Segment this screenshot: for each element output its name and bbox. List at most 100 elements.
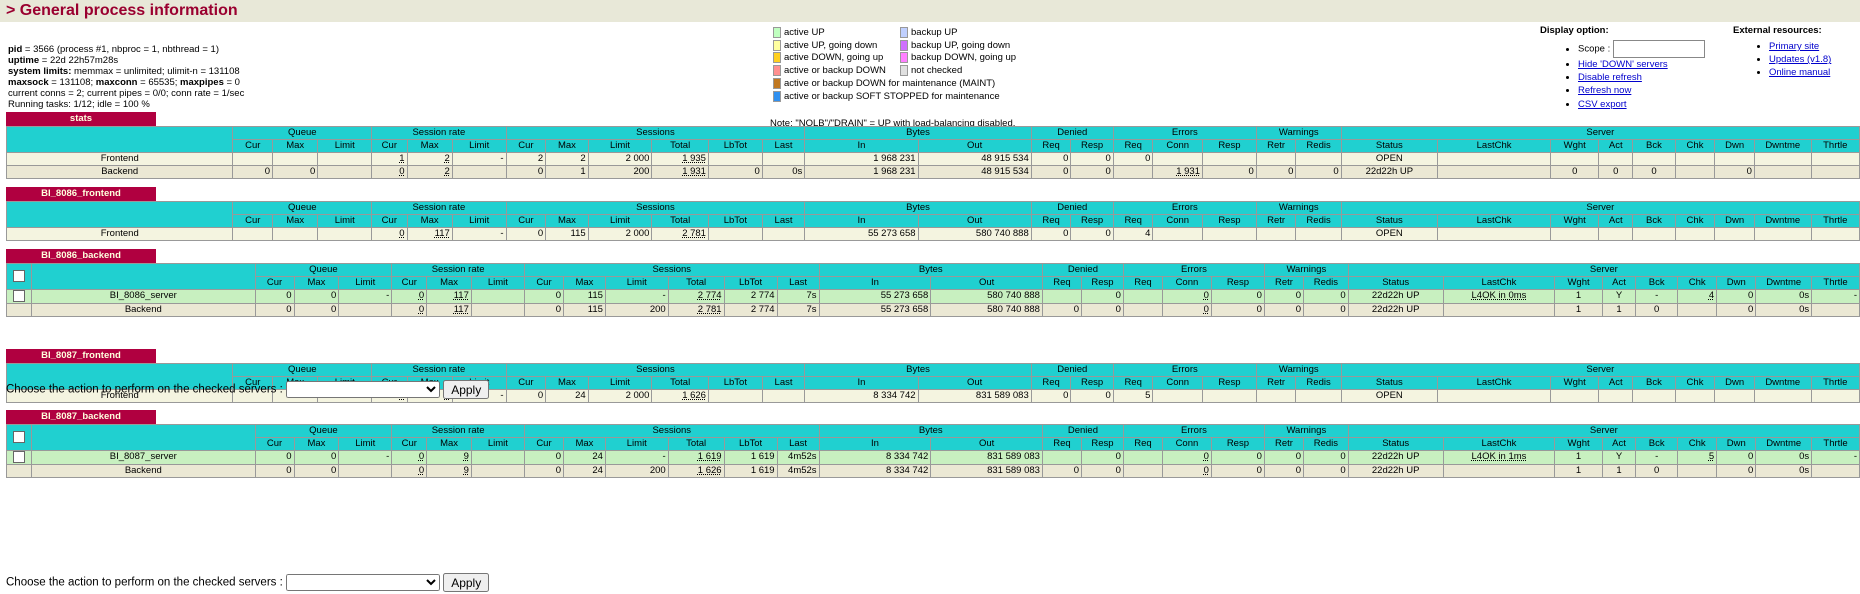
- table-cell: 1 619: [667, 450, 725, 465]
- column-header: Max: [293, 437, 340, 451]
- cell-value[interactable]: 2 774: [697, 290, 722, 302]
- cell-value[interactable]: L4OK in 0ms: [1471, 290, 1527, 302]
- table-cell: [1295, 389, 1342, 403]
- column-header: Status: [1347, 437, 1444, 451]
- server-checkbox[interactable]: [13, 451, 26, 463]
- cell-value[interactable]: 1: [399, 153, 405, 165]
- table-cell: -: [1811, 450, 1860, 465]
- column-header: Last: [776, 437, 820, 451]
- column-header: Thrtle: [1811, 437, 1860, 451]
- legend-item: backup UP, going down: [900, 39, 1016, 52]
- column-header: Dwn: [1714, 139, 1755, 153]
- cell-value[interactable]: 1 931: [1176, 166, 1200, 178]
- cell-value[interactable]: 1 935: [682, 153, 706, 165]
- cell-value[interactable]: 0: [1203, 303, 1209, 315]
- column-header: Resp: [1202, 139, 1257, 153]
- column-header: Chk: [1674, 214, 1716, 228]
- cell-value[interactable]: 5: [1708, 451, 1715, 463]
- table-cell: [338, 302, 393, 317]
- column-group-header: Warnings: [1263, 263, 1349, 277]
- table-cell: 5: [1112, 389, 1154, 403]
- refresh-now-link[interactable]: Refresh now: [1578, 85, 1632, 97]
- table-cell: 2 781: [667, 302, 725, 317]
- column-header: LbTot: [723, 276, 778, 290]
- online-manual-link[interactable]: Online manual: [1769, 67, 1831, 79]
- cell-value[interactable]: 2: [444, 166, 450, 178]
- legend-item: backup DOWN, going up: [900, 52, 1016, 65]
- cell-value[interactable]: 0: [399, 166, 405, 178]
- select-all-checkbox[interactable]: [13, 270, 26, 283]
- table-cell: 0: [1210, 450, 1265, 465]
- column-header: Retr: [1255, 376, 1297, 390]
- cell-value[interactable]: 4: [1708, 290, 1715, 302]
- table-cell: 0: [1030, 152, 1072, 166]
- table-cell: 7s: [776, 302, 820, 317]
- cell-value[interactable]: 2 781: [697, 303, 722, 315]
- column-header: Wght: [1550, 139, 1600, 153]
- proxy-name-tab: BI_8087_frontend: [6, 349, 156, 363]
- table-cell: 117: [426, 289, 472, 304]
- cell-value[interactable]: 0: [418, 290, 425, 302]
- updates-link[interactable]: Updates (v1.8): [1769, 54, 1832, 66]
- cell-value[interactable]: 9: [463, 451, 469, 463]
- cell-value[interactable]: 1 619: [697, 451, 722, 463]
- apply-button[interactable]: Apply: [443, 573, 490, 592]
- row-label: Backend: [31, 302, 256, 317]
- cell-value[interactable]: 0: [1203, 451, 1209, 463]
- table-cell: [1152, 227, 1203, 241]
- table-cell: 55 273 658: [818, 302, 932, 317]
- table-cell: 0: [1303, 450, 1349, 465]
- apply-button[interactable]: Apply: [443, 380, 490, 399]
- primary-site-link[interactable]: Primary site: [1769, 41, 1820, 52]
- table-cell: L4OK in 1ms: [1442, 450, 1556, 465]
- server-checkbox[interactable]: [13, 290, 26, 302]
- column-header: Cur: [232, 214, 274, 228]
- hide-down-link[interactable]: Hide 'DOWN' servers: [1578, 59, 1668, 70]
- scope-input[interactable]: [1612, 40, 1705, 58]
- column-header: In: [818, 437, 932, 451]
- cell-value[interactable]: 0: [418, 451, 425, 463]
- table-cell: [1714, 152, 1755, 166]
- cell-value[interactable]: L4OK in 1ms: [1471, 451, 1527, 463]
- column-header: Retr: [1263, 276, 1305, 290]
- column-header: Total: [651, 214, 709, 228]
- cell-value[interactable]: 117: [453, 303, 469, 315]
- table-cell: [338, 463, 393, 478]
- table-cell: [1632, 227, 1676, 241]
- select-all-checkbox[interactable]: [13, 431, 26, 444]
- action-select[interactable]: [286, 574, 440, 591]
- cell-value[interactable]: 0: [1203, 290, 1209, 302]
- action-select[interactable]: [286, 381, 440, 398]
- column-header: Out: [930, 276, 1043, 290]
- cell-value[interactable]: 2 781: [682, 228, 706, 240]
- column-group-header: Server: [1340, 201, 1860, 215]
- legend-item: active or backup DOWN: [773, 64, 1000, 77]
- cell-value[interactable]: 1 626: [682, 390, 706, 402]
- column-group-header: Warnings: [1255, 201, 1342, 215]
- proxy-table: Queue Session rate Sessions Bytes Denied Erro…: [5, 424, 1860, 478]
- cell-value[interactable]: 9: [463, 464, 469, 476]
- column-header: Out: [917, 214, 1032, 228]
- csv-export-link[interactable]: CSV export: [1578, 98, 1627, 110]
- cell-value[interactable]: 0: [399, 228, 405, 240]
- table-cell: 48 915 534: [917, 165, 1032, 179]
- cell-value[interactable]: 117: [453, 290, 469, 302]
- table-cell: 2 781: [651, 227, 709, 241]
- column-header: LastChk: [1442, 437, 1556, 451]
- column-header: Bck: [1635, 437, 1679, 451]
- cell-value[interactable]: 0: [1203, 464, 1209, 476]
- cell-value[interactable]: 117: [434, 228, 450, 240]
- disable-refresh-link[interactable]: Disable refresh: [1578, 72, 1642, 84]
- table-cell: 2: [545, 152, 589, 166]
- table-cell: 2: [505, 152, 547, 166]
- cell-value[interactable]: 0: [418, 464, 425, 476]
- table-cell: [1295, 227, 1342, 241]
- column-header: Req: [1112, 214, 1154, 228]
- cell-value[interactable]: 1 931: [682, 166, 706, 178]
- cell-value[interactable]: 0: [418, 303, 425, 315]
- table-cell: 0: [1070, 165, 1114, 179]
- table-cell: [1598, 152, 1634, 166]
- table-cell: 0: [371, 227, 408, 241]
- cell-value[interactable]: 2: [444, 153, 450, 165]
- cell-value[interactable]: 1 626: [697, 464, 722, 476]
